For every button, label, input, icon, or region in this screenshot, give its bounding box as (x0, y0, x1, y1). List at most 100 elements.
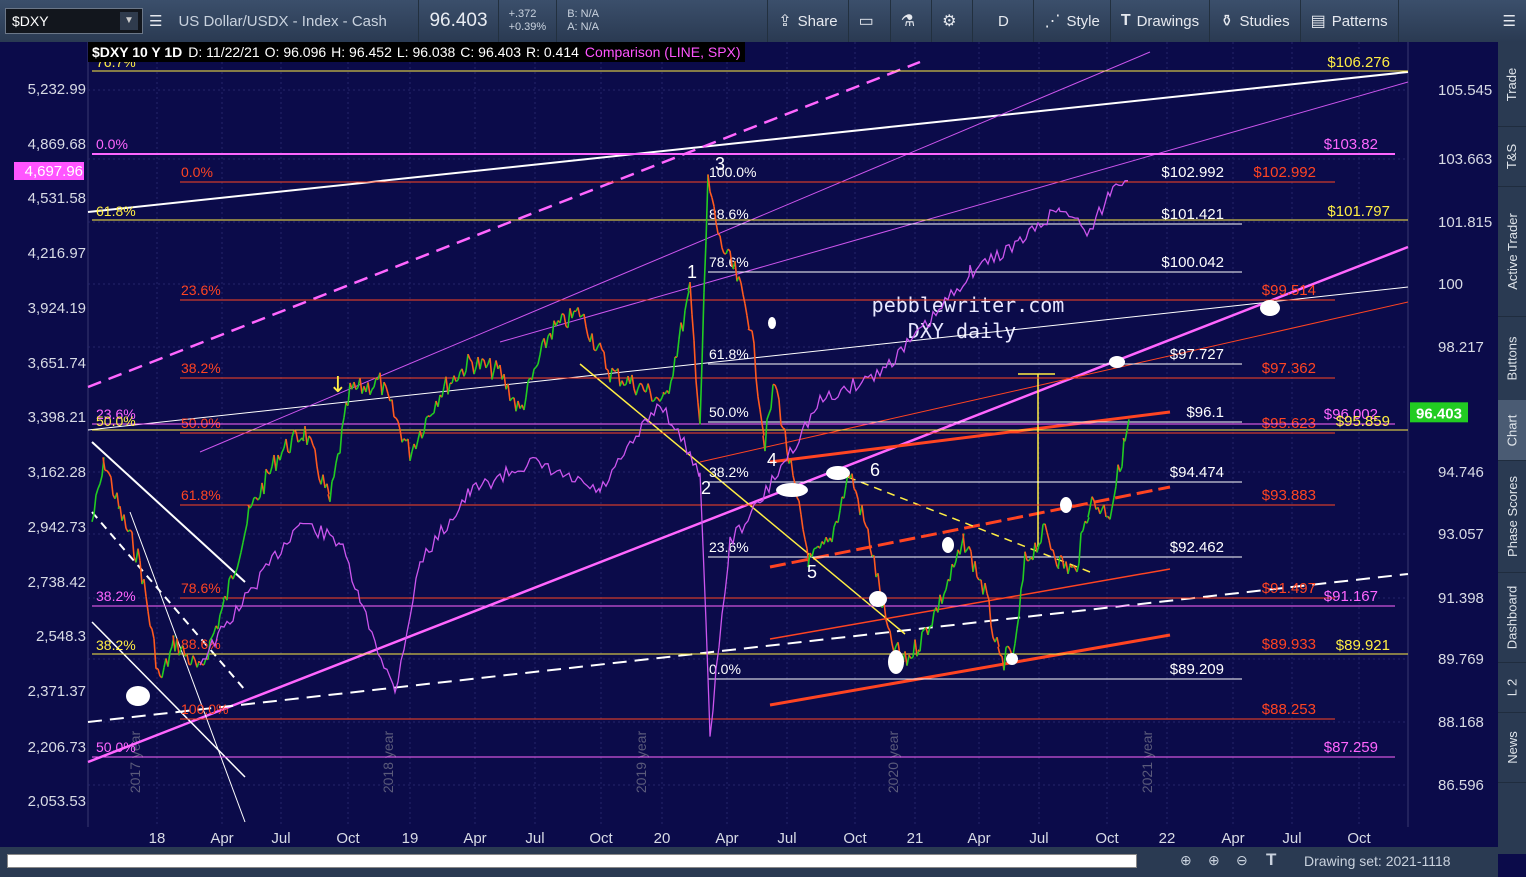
sidebar-tab-chart[interactable]: Chart (1498, 400, 1526, 461)
menu-button[interactable]: ☰ (1493, 0, 1526, 42)
price-segment (780, 424, 784, 429)
price-segment (887, 626, 891, 632)
style-button[interactable]: ⋰ Style (1034, 0, 1111, 42)
text-tool-icon[interactable]: T (1266, 850, 1277, 869)
price-segment (734, 261, 738, 282)
price-segment (727, 248, 731, 252)
price-segment (699, 362, 703, 425)
price-segment (621, 380, 625, 386)
price-segment (316, 466, 320, 479)
settings-button[interactable]: ⚙ (932, 0, 974, 42)
sidebar-tab-phase-scores[interactable]: Phase Scores (1498, 460, 1526, 573)
fib-red-left-label: 88.6% (181, 636, 221, 652)
price-segment (471, 361, 475, 375)
trend-line (91, 511, 246, 691)
trend-line (699, 301, 1409, 463)
drawings-button[interactable]: T Drawings (1111, 0, 1211, 42)
price-segment (711, 197, 715, 207)
price-segment (147, 610, 151, 626)
change-block: +.372 +0.39% (499, 0, 558, 42)
sidebar-tab-t-s[interactable]: T&S (1498, 126, 1526, 187)
price-segment (453, 375, 457, 382)
price-segment (943, 589, 947, 595)
marker-oval (1260, 300, 1280, 316)
price-segment (757, 396, 761, 410)
left-tick-label: 2,053.53 (28, 793, 86, 810)
price-segment (326, 483, 330, 495)
price-segment (784, 429, 788, 453)
comparison-label[interactable]: Comparison (LINE, SPX) (584, 44, 741, 60)
price-segment (792, 475, 796, 484)
horizontal-scrollbar[interactable] (7, 854, 1137, 868)
price-segment (833, 521, 837, 528)
chart-svg[interactable]: 105.545 103.663 101.815 100 98.217 94.746 93.0… (0, 42, 1498, 847)
price-segment (517, 400, 521, 409)
price-segment (119, 506, 123, 521)
period-button[interactable]: D (973, 0, 1035, 42)
price-segment (383, 381, 387, 387)
crosshair-icon[interactable]: ⊕ (1180, 852, 1192, 868)
price-segment (705, 174, 709, 242)
price-segment (906, 654, 910, 666)
chart-area[interactable]: 105.545 103.663 101.815 100 98.217 94.746 93.0… (0, 42, 1498, 847)
sidebar-tab-active-trader[interactable]: Active Trader (1498, 186, 1526, 317)
price-segment (990, 625, 994, 638)
price-segment (1109, 507, 1113, 520)
price-segment (473, 367, 477, 375)
fib-price-label: $94.474 (1170, 464, 1224, 481)
sidebar-tab-dashboard[interactable]: Dashboard (1498, 572, 1526, 663)
price-segment (312, 444, 316, 450)
price-segment (281, 447, 285, 453)
fib-red-right-label: $97.362 (1262, 360, 1316, 377)
gear-icon: ⚙ (942, 13, 957, 30)
zoom-out-icon[interactable]: ⊖ (1236, 852, 1248, 868)
chevron-down-icon[interactable]: ▼ (120, 12, 138, 30)
price-segment (391, 399, 395, 417)
marker-oval (888, 650, 904, 674)
price-segment (211, 632, 215, 638)
symbol-input[interactable]: $DXY ▼ (5, 8, 143, 34)
price-segment (217, 614, 221, 630)
price-segment (479, 358, 483, 370)
x-tick-label: Jul (777, 830, 796, 847)
fib-red-right-label: $88.253 (1262, 701, 1316, 718)
price-segment (1124, 430, 1128, 442)
patterns-button[interactable]: ▤ Patterns (1301, 0, 1399, 42)
sidebar-tab-buttons[interactable]: Buttons (1498, 316, 1526, 401)
fib-red-left-label: 100.0% (181, 701, 228, 717)
price-segment (563, 314, 567, 327)
sidebar-tab-label: Chart (1504, 414, 1520, 446)
price-segment (257, 496, 261, 501)
studies-label: Studies (1239, 12, 1290, 30)
price-segment (1121, 438, 1125, 467)
price-segment (707, 174, 711, 192)
price-segment (491, 370, 495, 380)
trend-line (769, 633, 1171, 707)
monitor-button[interactable]: ▭ (849, 0, 891, 42)
flask-button[interactable]: ⚗ (891, 0, 933, 42)
zoom-in-icon[interactable]: ⊕ (1208, 852, 1220, 868)
share-button[interactable]: ⇪ Share (768, 0, 849, 42)
symbol-description: US Dollar/USDX - Index - Cash (168, 0, 420, 42)
sidebar-tab-news[interactable]: News (1498, 712, 1526, 783)
sidebar-tab-trade[interactable]: Trade (1498, 42, 1526, 127)
chart-header: $DXY 10 Y 1D D: 11/22/21 O: 96.096 H: 96… (88, 42, 745, 62)
price-segment (583, 313, 587, 327)
trend-line (769, 568, 1171, 640)
price-segment (353, 381, 357, 390)
price-segment (651, 399, 655, 403)
price-segment (97, 483, 101, 489)
price-segment (393, 416, 397, 419)
price-segment (1082, 521, 1086, 531)
studies-button[interactable]: ⚱ Studies (1210, 0, 1301, 42)
drawing-set-label[interactable]: Drawing set: 2021-1118 (1304, 853, 1451, 869)
left-tick-label: 2,548.3 (36, 628, 86, 645)
open-value: O: 96.096 (264, 44, 327, 60)
price-segment (559, 313, 563, 324)
sidebar-tab-l-2[interactable]: L 2 (1498, 662, 1526, 713)
pct-change: +0.39% (508, 21, 547, 33)
price-segment (1044, 523, 1048, 533)
sliders-icon[interactable]: ☰ (149, 13, 163, 30)
spx-line (199, 180, 1129, 737)
left-highlight-value: 4,697.96 (25, 163, 83, 180)
